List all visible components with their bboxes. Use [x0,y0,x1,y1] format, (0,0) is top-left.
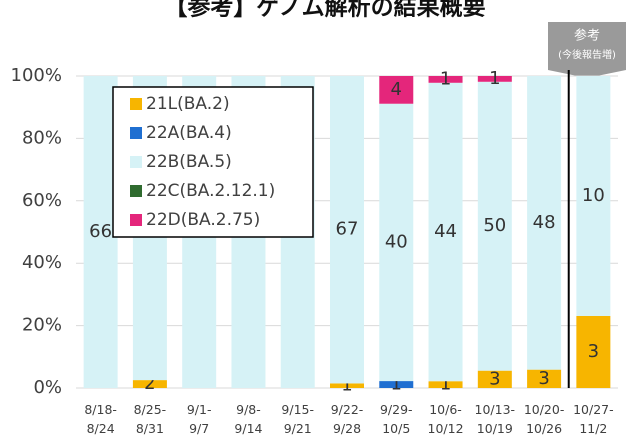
legend-label: 22C(BA.2.12.1) [146,181,275,201]
data-label: 1 [440,68,451,89]
y-tick-label: 80% [22,127,62,148]
data-label: 40 [385,231,408,252]
y-tick-label: 0% [33,377,62,398]
bar-segment [576,316,611,388]
x-tick-label: 9/8-9/14 [234,402,262,436]
x-tick-label: 9/29-10/5 [380,402,413,436]
bar-segment [379,381,414,388]
data-label: 2 [144,373,155,394]
bar-segment [379,76,414,104]
data-label: 3 [489,368,500,389]
legend-swatch [130,127,142,139]
data-label: 48 [533,212,556,233]
x-tick-label: 9/15-9/21 [281,402,314,436]
bar-segment [379,103,414,382]
badge-shape [548,22,626,78]
legend-box [112,86,314,238]
chart-title: 【参考】ゲノム解析の結果概要 [164,0,485,21]
data-label: 1 [489,68,500,89]
bar-segment [132,380,167,388]
data-label: 1 [391,374,402,395]
bar-segment [83,76,118,388]
x-tick-label: 10/27-11/2 [573,402,614,436]
y-tick-label: 60% [22,190,62,211]
data-label: 10 [582,185,605,206]
data-label: 1 [341,375,352,396]
legend-swatch [130,156,142,168]
bar-segment [477,370,512,388]
legend: 21L(BA.2) 22A(BA.4) 22B(BA.5) 22C(BA.2.12.1… [112,86,314,238]
badge-text: 参考 [574,28,600,44]
x-tick-label: 9/22-9/28 [331,402,364,436]
legend-label: 22D(BA.2.75) [146,210,260,230]
y-tick-label: 100% [11,65,62,86]
legend-swatch [130,98,142,110]
bar-segment [576,76,611,316]
annotation-badge: 参考 (今後報告増) [548,22,626,78]
bar-segment [428,381,463,388]
data-label: 4 [391,79,402,100]
x-tick-label: 10/6-10/12 [428,402,464,436]
legend-swatch [130,185,142,197]
y-tick-label: 40% [22,252,62,273]
data-label: 1 [440,374,451,395]
data-label: 67 [336,219,359,240]
data-label: 66 [89,221,112,242]
bar-segment [527,369,562,388]
x-tick-label: 10/13-10/19 [475,402,516,436]
legend-swatch [130,214,142,226]
legend-label: 22B(BA.5) [146,152,232,172]
legend-label: 22A(BA.4) [146,123,232,143]
bar-segment [477,76,512,82]
bar-segment [330,383,364,388]
data-label: 50 [483,215,506,236]
bar-segment [428,82,463,382]
x-tick-label: 8/25-8/31 [134,402,167,436]
legend-label: 21L(BA.2) [146,94,230,114]
bar-segment [428,76,463,83]
bar-segment [477,81,512,371]
badge-text: (今後報告増) [558,48,616,61]
x-tick-label: 9/1-9/7 [187,402,212,436]
x-tick-label: 10/20-10/26 [524,402,565,436]
data-label: 44 [434,221,457,242]
bar-segment [527,76,562,370]
y-tick-label: 20% [22,315,62,336]
data-label: 3 [538,368,549,389]
x-tick-label: 8/18-8/24 [84,402,117,436]
data-label: 3 [588,341,599,362]
bar-segment [330,76,364,384]
